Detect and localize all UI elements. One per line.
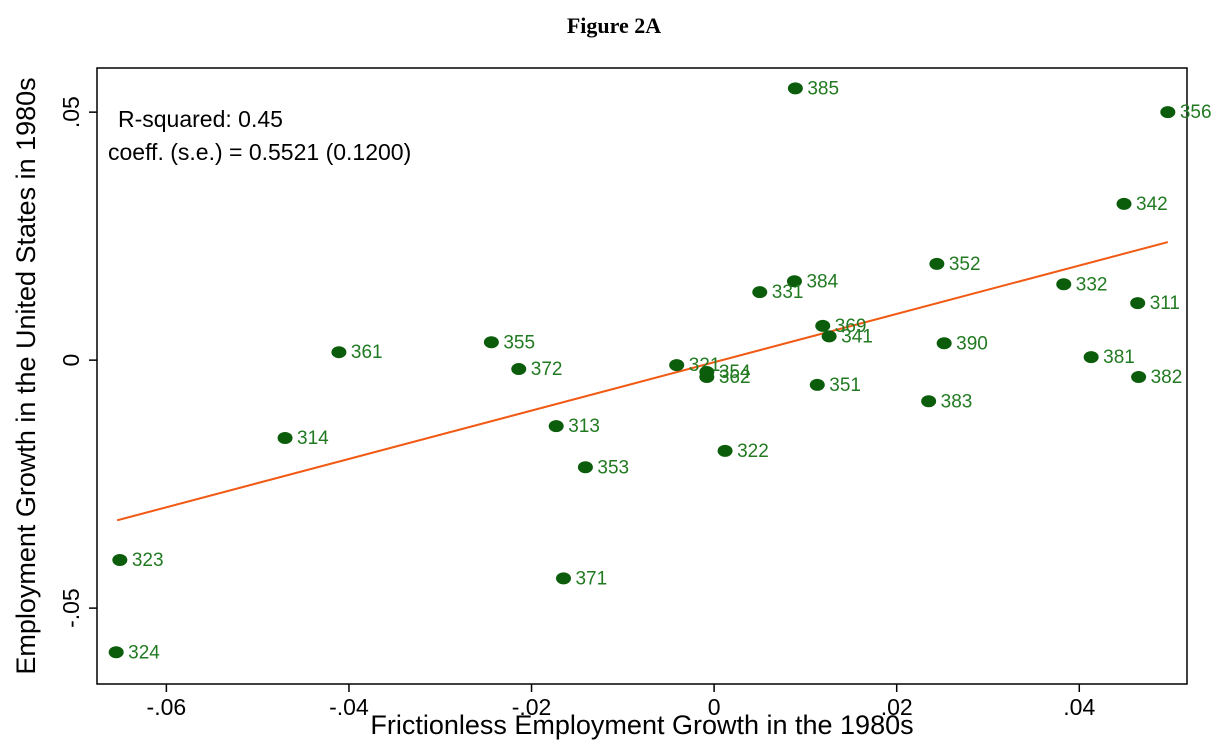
point-label: 313 bbox=[568, 416, 600, 437]
point-label: 382 bbox=[1151, 367, 1183, 388]
point bbox=[752, 286, 768, 299]
x-tick-label: .04 bbox=[1063, 694, 1095, 720]
point bbox=[936, 337, 952, 350]
point bbox=[699, 370, 715, 383]
point-label: 362 bbox=[719, 367, 751, 388]
point-label: 351 bbox=[829, 375, 861, 396]
point bbox=[809, 378, 825, 391]
point-label: 341 bbox=[841, 326, 873, 347]
fit-line bbox=[116, 241, 1169, 522]
point bbox=[108, 646, 124, 659]
y-tick-label: .05 bbox=[58, 96, 84, 128]
point bbox=[555, 572, 571, 585]
point-label: 314 bbox=[297, 428, 329, 449]
point bbox=[548, 420, 564, 433]
point bbox=[1116, 197, 1132, 210]
point-label: 353 bbox=[597, 457, 629, 478]
point bbox=[921, 395, 937, 408]
point bbox=[1083, 351, 1099, 364]
point-label: 371 bbox=[575, 568, 607, 589]
y-axis-label: Employment Growth in the United States i… bbox=[11, 77, 41, 674]
point-label: 332 bbox=[1076, 274, 1108, 295]
point bbox=[787, 82, 803, 95]
point-label: 384 bbox=[806, 271, 838, 292]
annotation: R-squared: 0.45 bbox=[118, 106, 283, 132]
x-axis-label: Frictionless Employment Growth in the 19… bbox=[370, 710, 913, 740]
annotation: coeff. (s.e.) = 0.5521 (0.1200) bbox=[108, 139, 411, 165]
x-tick-label: .02 bbox=[881, 694, 913, 720]
point bbox=[821, 330, 837, 343]
point bbox=[112, 554, 128, 567]
y-tick-label: -.05 bbox=[58, 588, 84, 628]
point-label: 322 bbox=[737, 441, 769, 462]
point bbox=[1056, 278, 1072, 291]
point-label: 331 bbox=[772, 282, 804, 303]
point bbox=[277, 431, 293, 444]
point-label: 323 bbox=[132, 550, 164, 571]
point-label: 381 bbox=[1103, 347, 1135, 368]
point bbox=[577, 461, 593, 474]
point bbox=[717, 444, 733, 457]
point-label: 390 bbox=[956, 333, 988, 354]
x-tick-label: -.02 bbox=[512, 694, 552, 720]
point-label: 342 bbox=[1136, 194, 1168, 215]
point bbox=[1131, 370, 1147, 383]
point bbox=[815, 319, 831, 332]
point bbox=[511, 363, 527, 376]
point-label: 356 bbox=[1180, 102, 1212, 123]
point bbox=[929, 257, 945, 270]
point-label: 355 bbox=[503, 332, 535, 353]
point bbox=[483, 336, 499, 349]
point-label: 311 bbox=[1150, 293, 1180, 314]
point-label: 369 bbox=[835, 316, 867, 337]
point bbox=[786, 275, 802, 288]
x-tick-label: -.04 bbox=[329, 694, 369, 720]
point bbox=[669, 359, 685, 372]
point-label: 354 bbox=[719, 362, 751, 383]
point-label: 361 bbox=[351, 342, 383, 363]
y-tick-label: 0 bbox=[58, 354, 84, 367]
point-label: 385 bbox=[807, 78, 839, 99]
point-label: 324 bbox=[128, 642, 160, 663]
plot-frame bbox=[96, 67, 1188, 685]
chart-title: Figure 2A bbox=[567, 13, 661, 38]
point-label: 383 bbox=[941, 391, 973, 412]
x-tick-label: -.06 bbox=[147, 694, 187, 720]
point bbox=[1160, 106, 1176, 119]
point bbox=[331, 346, 347, 359]
point-label: 352 bbox=[949, 254, 981, 275]
point-label: 372 bbox=[531, 359, 563, 380]
x-tick-label: 0 bbox=[708, 694, 721, 720]
point bbox=[1130, 297, 1146, 310]
